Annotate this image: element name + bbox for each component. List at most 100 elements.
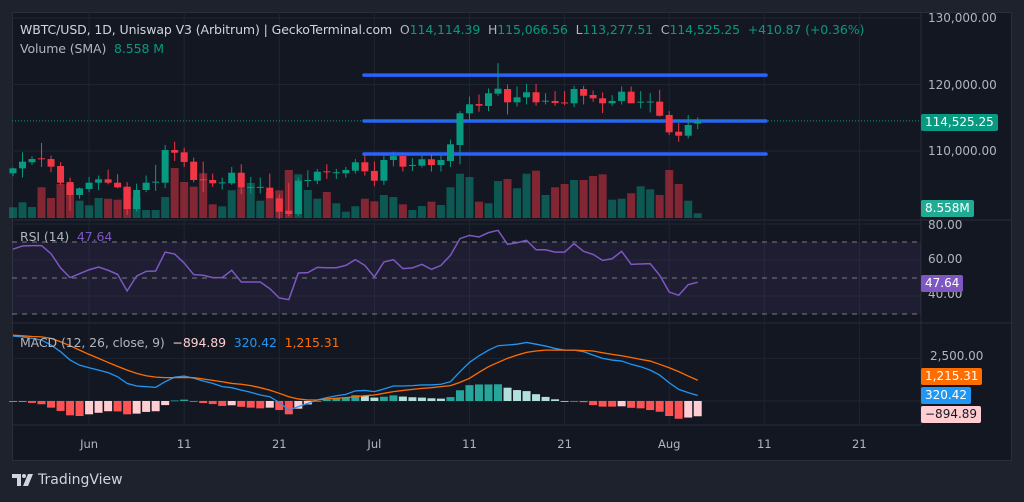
macd-histogram-bar	[446, 397, 455, 401]
price-tick: 110,000.00	[928, 144, 997, 158]
macd-histogram-bar	[142, 401, 151, 412]
macd-line	[12, 335, 698, 411]
candle-body	[190, 161, 198, 180]
volume-value: 8.558 M	[114, 41, 164, 56]
macd-histogram-bar	[379, 396, 388, 401]
candle-body	[114, 182, 122, 188]
volume-bar	[541, 194, 550, 218]
volume-bar	[570, 179, 579, 218]
candle-body	[389, 156, 397, 161]
candle-body	[380, 160, 388, 181]
candle-body	[684, 124, 692, 136]
macd-histogram-bar	[94, 401, 103, 413]
price-tick: 130,000.00	[928, 11, 997, 25]
candle-body	[171, 149, 179, 153]
volume-bar	[208, 204, 217, 218]
macd-histogram-bar	[104, 401, 113, 412]
volume-bar	[85, 205, 94, 218]
candle-body	[294, 180, 302, 215]
candle-body	[561, 102, 569, 104]
candle-body	[142, 182, 150, 191]
macd-histogram-bar	[589, 401, 598, 406]
volume-bar	[237, 188, 246, 218]
tradingview-logo[interactable]: TradingView	[12, 472, 123, 488]
time-tick: 11	[756, 437, 772, 451]
macd-histogram-bar	[113, 401, 122, 412]
macd-legend[interactable]: MACD (12, 26, close, 9) −894.89 320.42 1…	[20, 335, 340, 350]
volume-bar	[75, 200, 84, 218]
candle-body	[532, 92, 540, 103]
macd-hist-value: −894.89	[172, 335, 226, 350]
rsi-tick: 60.00	[928, 252, 963, 266]
volume-bar	[427, 201, 436, 218]
volume-bar	[608, 199, 617, 218]
candle-body	[618, 91, 626, 101]
candle-body	[637, 101, 645, 103]
volume-bar	[417, 206, 426, 218]
open-value: 114,114.39	[409, 22, 481, 37]
macd-histogram-bar	[551, 399, 560, 401]
candle-body	[513, 97, 521, 103]
macd-histogram-bar	[513, 390, 522, 401]
volume-bar	[465, 177, 474, 218]
volume-bar	[142, 209, 151, 218]
candle-body	[646, 101, 654, 103]
macd-histogram-bar	[180, 399, 189, 401]
candle-body	[408, 164, 416, 166]
volume-bar	[104, 198, 113, 218]
macd-histogram-bar	[275, 401, 284, 411]
volume-bar	[246, 183, 255, 218]
macd-histogram-bar	[436, 398, 445, 401]
volume-bar	[351, 206, 360, 218]
macd-histogram-bar	[237, 401, 246, 407]
volume-bar	[617, 198, 626, 218]
candle-body	[599, 98, 607, 104]
candle-body	[551, 100, 559, 103]
volume-bar	[379, 194, 388, 218]
signal-line	[12, 334, 698, 401]
volume-bar	[256, 200, 265, 218]
candle-body	[323, 171, 331, 173]
rsi-legend[interactable]: RSI (14) 47.64	[20, 229, 112, 244]
volume-bar	[408, 209, 417, 218]
volume-bar	[56, 183, 65, 218]
candle-body	[361, 162, 369, 172]
volume-bar	[455, 173, 464, 218]
macd-histogram-bar	[360, 395, 369, 401]
candle-body	[485, 93, 492, 106]
candle-body	[85, 182, 93, 190]
volume-legend[interactable]: Volume (SMA) 8.558 M	[20, 41, 164, 56]
candle-body	[494, 88, 502, 94]
candle-body	[446, 144, 454, 162]
macd-histogram-bar	[474, 384, 483, 401]
time-tick: Aug	[657, 437, 681, 451]
symbol-title[interactable]: WBTC/USD, 1D, Uniswap V3 (Arbitrum) | Ge…	[20, 22, 393, 37]
candle-body	[694, 120, 702, 124]
chart-frame	[12, 12, 1012, 461]
candle-body	[570, 89, 578, 104]
macd-histogram-bar	[75, 401, 84, 417]
candle-body	[228, 172, 236, 184]
macd-histogram-bar	[322, 399, 331, 401]
volume-bar	[627, 193, 636, 218]
macd-histogram-bar	[532, 394, 541, 401]
macd-histogram-bar	[256, 401, 265, 409]
signal-badge: 1,215.31	[921, 368, 983, 385]
candle-body	[95, 179, 103, 183]
tradingview-brand: TradingView	[38, 472, 123, 488]
candle-body	[608, 100, 616, 104]
volume-bar	[513, 188, 522, 218]
high-value: 115,066.56	[497, 22, 568, 37]
price-tick: 120,000.00	[928, 78, 997, 92]
volume-bar	[9, 207, 17, 218]
candle-body	[247, 187, 255, 189]
macd-histogram-bar	[66, 401, 75, 416]
macd-histogram-bar	[427, 398, 436, 401]
macd-histogram-bar	[541, 396, 550, 401]
volume-bar	[551, 187, 560, 218]
candle-body	[542, 100, 550, 102]
macd-histogram-bar	[627, 401, 636, 408]
macd-histogram-bar	[646, 401, 655, 411]
macd-histogram-bar	[351, 395, 360, 401]
